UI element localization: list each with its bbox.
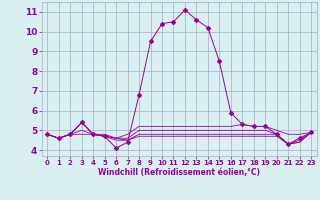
X-axis label: Windchill (Refroidissement éolien,°C): Windchill (Refroidissement éolien,°C) [98, 168, 260, 177]
